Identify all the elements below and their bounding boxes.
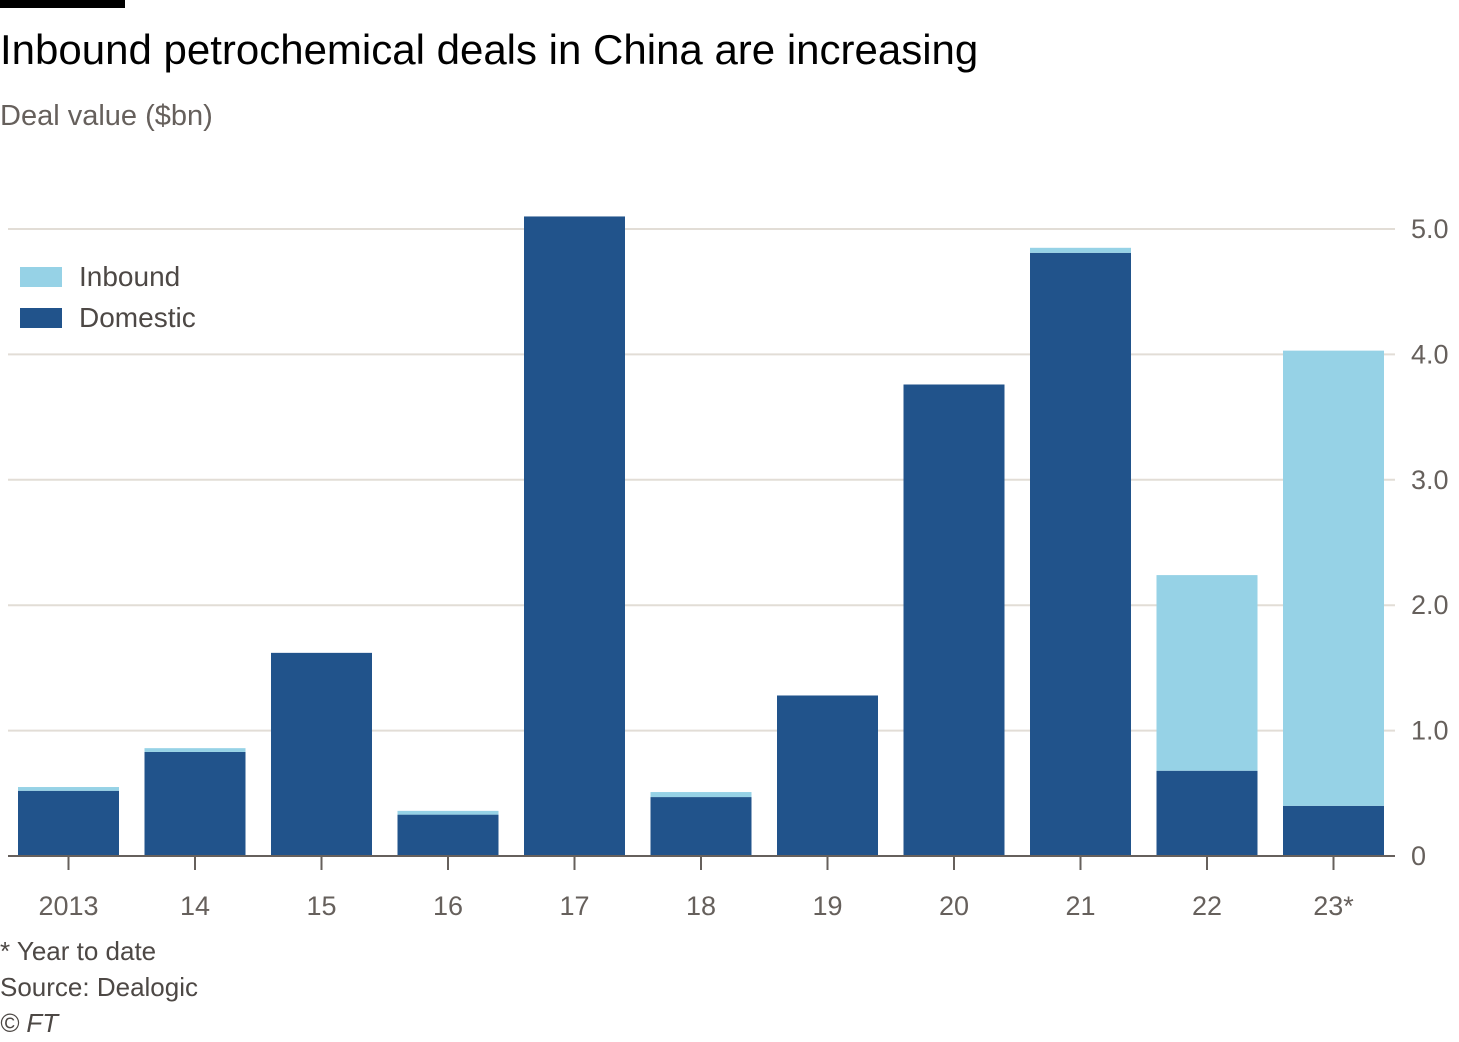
y-tick-label: 0 [1411,841,1426,871]
bar-inbound [1156,575,1258,771]
legend-swatch-inbound [20,266,62,287]
bar-domestic [144,751,246,856]
x-tick-label: 22 [1192,891,1222,921]
chart-subtitle: Deal value ($bn) [0,100,213,132]
bars [18,216,1384,857]
bar-domestic [397,814,499,856]
chart-title: Inbound petrochemical deals in China are… [0,26,979,73]
bar-domestic [1283,805,1384,856]
legend-item-inbound: Inbound [20,256,196,297]
bar-inbound [1283,350,1384,806]
y-tick-label: 4.0 [1411,339,1449,369]
bar-inbound [144,748,246,752]
x-axis-labels: 2013 14 15 16 17 18 19 20 21 22 23* [38,891,1354,921]
bar-domestic [18,790,119,856]
source-note: Source: Dealogic [0,972,198,1002]
x-tick-label: 21 [1065,891,1095,921]
bar-domestic [1156,770,1258,856]
x-tick-label: 2013 [38,891,98,921]
x-tick-label: 18 [686,891,716,921]
y-tick-label: 2.0 [1411,590,1449,620]
legend-label-domestic: Domestic [79,301,196,333]
x-tick-label: 19 [812,891,842,921]
legend-swatch-domestic [20,307,62,328]
bar-inbound [18,787,119,791]
y-tick-label: 5.0 [1411,214,1449,244]
bar-inbound [650,792,752,798]
legend-label-inbound: Inbound [79,260,181,292]
bar-domestic [271,652,372,856]
legend-item-domestic: Domestic [20,297,196,338]
bar-domestic [650,797,752,856]
legend: Inbound Domestic [20,256,196,338]
y-tick-label: 1.0 [1411,716,1449,746]
bar-domestic [903,384,1005,856]
x-axis [8,855,1395,870]
x-tick-label: 14 [180,891,210,921]
x-tick-label: 23* [1313,891,1354,921]
x-tick-label: 16 [433,891,463,921]
y-axis-labels: 0 1.0 2.0 3.0 4.0 5.0 [1411,214,1449,871]
bar-inbound [397,810,499,815]
bar-domestic [524,216,625,856]
bar-domestic [777,695,878,856]
y-tick-label: 3.0 [1411,465,1449,495]
bar-domestic [1030,252,1131,857]
brand-top-bar [0,0,125,8]
gridlines [8,228,1395,732]
footnote: * Year to date [0,936,157,966]
bar-inbound [1030,247,1131,253]
x-tick-label: 17 [559,891,589,921]
x-tick-label: 20 [939,891,969,921]
copyright: © FT [0,1008,59,1038]
x-tick-label: 15 [306,891,336,921]
